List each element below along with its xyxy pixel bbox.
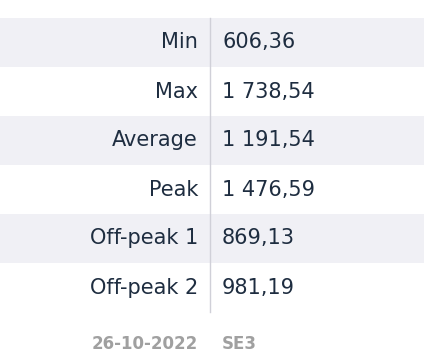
Text: Off-peak 2: Off-peak 2 <box>90 277 198 297</box>
Text: Off-peak 1: Off-peak 1 <box>90 228 198 248</box>
Text: 606,36: 606,36 <box>222 32 295 52</box>
Bar <box>0 116 424 165</box>
Text: 1 476,59: 1 476,59 <box>222 180 315 200</box>
Text: 981,19: 981,19 <box>222 277 295 297</box>
Text: Min: Min <box>161 32 198 52</box>
Bar <box>0 214 424 263</box>
Text: 869,13: 869,13 <box>222 228 295 248</box>
Text: 26-10-2022: 26-10-2022 <box>92 335 198 353</box>
Text: 1 191,54: 1 191,54 <box>222 131 315 151</box>
Text: SE3: SE3 <box>222 335 257 353</box>
Bar <box>0 18 424 67</box>
Text: Average: Average <box>112 131 198 151</box>
Text: 1 738,54: 1 738,54 <box>222 81 315 101</box>
Text: Max: Max <box>155 81 198 101</box>
Text: Peak: Peak <box>149 180 198 200</box>
